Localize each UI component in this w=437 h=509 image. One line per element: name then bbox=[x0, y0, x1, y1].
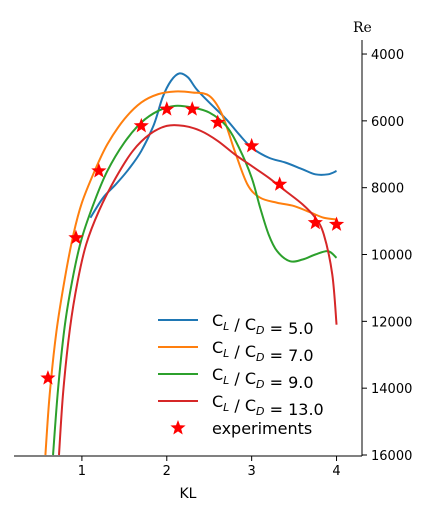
series-line-1 bbox=[89, 72, 337, 219]
legend-text-part: C bbox=[212, 392, 223, 411]
legend-subscript: L bbox=[223, 347, 229, 360]
y-tick-label: 6000 bbox=[371, 115, 404, 130]
axes: 1 2 3 4 4000 6000 8000 10000 12000 14000 16000 bbox=[14, 40, 412, 479]
experiment-point-4 bbox=[133, 117, 149, 133]
legend-text-part: = 7.0 bbox=[265, 346, 314, 365]
legend-text-part: = 5.0 bbox=[265, 319, 314, 338]
legend-label-2: CL / CD = 7.0 bbox=[212, 338, 314, 365]
legend: CL / CD = 5.0CL / CD = 7.0CL / CD = 9.0C… bbox=[158, 311, 324, 438]
legend-label-4: CL / CD = 13.0 bbox=[212, 392, 324, 419]
x-tick-label: 4 bbox=[332, 464, 340, 479]
series-line-3 bbox=[52, 104, 338, 456]
legend-text-part: / C bbox=[229, 369, 256, 388]
experiment-point-9 bbox=[272, 176, 288, 191]
legend-subscript: L bbox=[223, 374, 229, 387]
experiment-point-5 bbox=[159, 101, 175, 116]
legend-text-part: C bbox=[212, 338, 223, 357]
plot-area bbox=[44, 72, 338, 456]
y-axis-label: Re bbox=[353, 20, 372, 36]
legend-text-part: / C bbox=[229, 396, 256, 415]
legend-swatch-experiments bbox=[170, 420, 186, 435]
legend-text-part: / C bbox=[229, 342, 256, 361]
legend-text-part: = 13.0 bbox=[265, 400, 324, 419]
experiment-markers bbox=[40, 101, 345, 385]
y-tick-label: 16000 bbox=[371, 449, 412, 464]
experiment-point-2 bbox=[68, 229, 84, 245]
legend-label-experiments: experiments bbox=[212, 419, 312, 438]
legend-subscript: D bbox=[256, 351, 264, 364]
y-tick-label: 14000 bbox=[371, 382, 412, 397]
legend-text-part: / C bbox=[229, 315, 256, 334]
legend-subscript: D bbox=[256, 405, 264, 418]
y-tick-label: 4000 bbox=[371, 48, 404, 63]
experiment-point-6 bbox=[184, 101, 200, 116]
legend-subscript: D bbox=[256, 324, 264, 337]
x-tick-label: 1 bbox=[78, 464, 86, 479]
legend-subscript: L bbox=[223, 401, 229, 414]
legend-subscript: L bbox=[223, 320, 229, 333]
y-tick-label: 10000 bbox=[371, 249, 412, 264]
series-line-2 bbox=[44, 90, 337, 456]
y-tick-label: 12000 bbox=[371, 315, 412, 330]
experiment-point-3 bbox=[91, 162, 107, 178]
legend-subscript: D bbox=[256, 378, 264, 391]
x-tick-label: 3 bbox=[248, 464, 256, 479]
experiment-point-8 bbox=[244, 137, 260, 153]
experiment-point-7 bbox=[210, 114, 226, 129]
experiment-point-1 bbox=[40, 370, 56, 385]
legend-text-part: C bbox=[212, 365, 223, 384]
legend-label-3: CL / CD = 9.0 bbox=[212, 365, 314, 392]
legend-label-1: CL / CD = 5.0 bbox=[212, 311, 314, 338]
experiment-point-11 bbox=[328, 216, 345, 231]
experiment-point-10 bbox=[307, 214, 323, 230]
series-line-4 bbox=[57, 124, 338, 456]
legend-text-part: C bbox=[212, 311, 223, 330]
y-tick-label: 8000 bbox=[371, 182, 404, 197]
legend-text-part: = 9.0 bbox=[265, 373, 314, 392]
x-axis-label: KL bbox=[180, 486, 197, 502]
x-tick-label: 2 bbox=[163, 464, 171, 479]
